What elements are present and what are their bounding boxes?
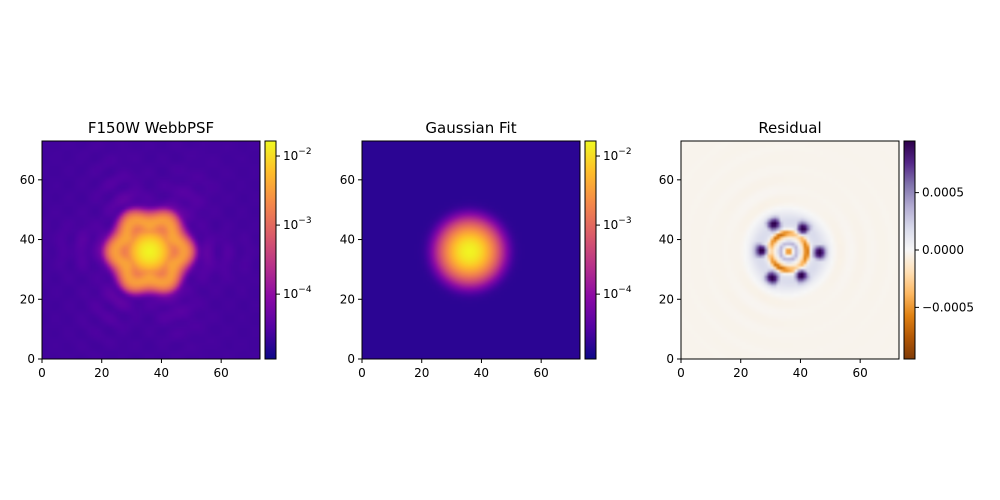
y-tick-label: 0 [666,352,674,366]
y-tick-label: 40 [340,233,355,247]
y-tick-label: 60 [340,173,355,187]
panel-2-title: Gaussian Fit [425,119,516,137]
y-tick-label: 0 [27,352,35,366]
y-tick-label: 20 [20,292,35,306]
panel-3-title: Residual [758,119,821,137]
panel-2-heatmap [362,141,580,359]
y-tick-label: 60 [20,173,35,187]
panel-3-colorbar-ticks: −0.0005 0.0000 0.0005 [915,186,974,314]
panel-2-frame [361,140,581,360]
y-tick-label: 40 [20,233,35,247]
y-tick-label: 20 [659,292,674,306]
panel-3-colorbar [903,140,916,360]
colorbar-tick-label: 0.0000 [922,243,964,257]
panel-3-frame [680,140,900,360]
x-tick-label: 60 [853,366,868,380]
panel-residual: Residual 0 20 40 60 0 20 40 60 −0.0005 0.0000 0.… [659,119,974,380]
panel-2-y-ticks: 0 20 40 60 [340,173,362,366]
panel-1-heatmap [42,141,260,359]
y-tick-label: 0 [347,352,355,366]
colorbar-tick-label: 10−2 [283,147,312,163]
y-tick-label: 20 [340,292,355,306]
x-tick-label: 60 [214,366,229,380]
colorbar-tick-label: 10−3 [283,216,312,232]
x-tick-label: 40 [793,366,808,380]
colorbar-tick-label: −0.0005 [922,300,974,314]
panel-2-x-ticks: 0 20 40 60 [358,359,549,380]
y-tick-label: 60 [659,173,674,187]
panel-1-y-ticks: 0 20 40 60 [20,173,42,366]
panel-3-heatmap [681,141,899,359]
x-tick-label: 0 [677,366,685,380]
y-tick-label: 40 [659,233,674,247]
x-tick-label: 40 [154,366,169,380]
panel-2-colorbar-ticks: 10−4 10−3 10−2 [596,147,632,301]
panel-1-title: F150W WebbPSF [88,119,214,137]
colorbar-tick-label: 10−3 [603,216,632,232]
panel-1-x-ticks: 0 20 40 60 [38,359,229,380]
x-tick-label: 60 [534,366,549,380]
x-tick-label: 0 [38,366,46,380]
panel-2-colorbar [584,140,597,360]
x-tick-label: 40 [474,366,489,380]
x-tick-label: 20 [414,366,429,380]
panel-3-x-ticks: 0 20 40 60 [677,359,868,380]
colorbar-tick-label: 10−2 [603,147,632,163]
x-tick-label: 20 [94,366,109,380]
panel-1-frame [41,140,261,360]
colorbar-tick-label: 0.0005 [922,186,964,200]
panel-1-colorbar-ticks: 10−4 10−3 10−2 [276,147,312,301]
colorbar-tick-label: 10−4 [603,285,632,301]
x-tick-label: 20 [733,366,748,380]
panel-1-colorbar [264,140,277,360]
colorbar-tick-label: 10−4 [283,285,312,301]
panel-3-y-ticks: 0 20 40 60 [659,173,681,366]
x-tick-label: 0 [358,366,366,380]
